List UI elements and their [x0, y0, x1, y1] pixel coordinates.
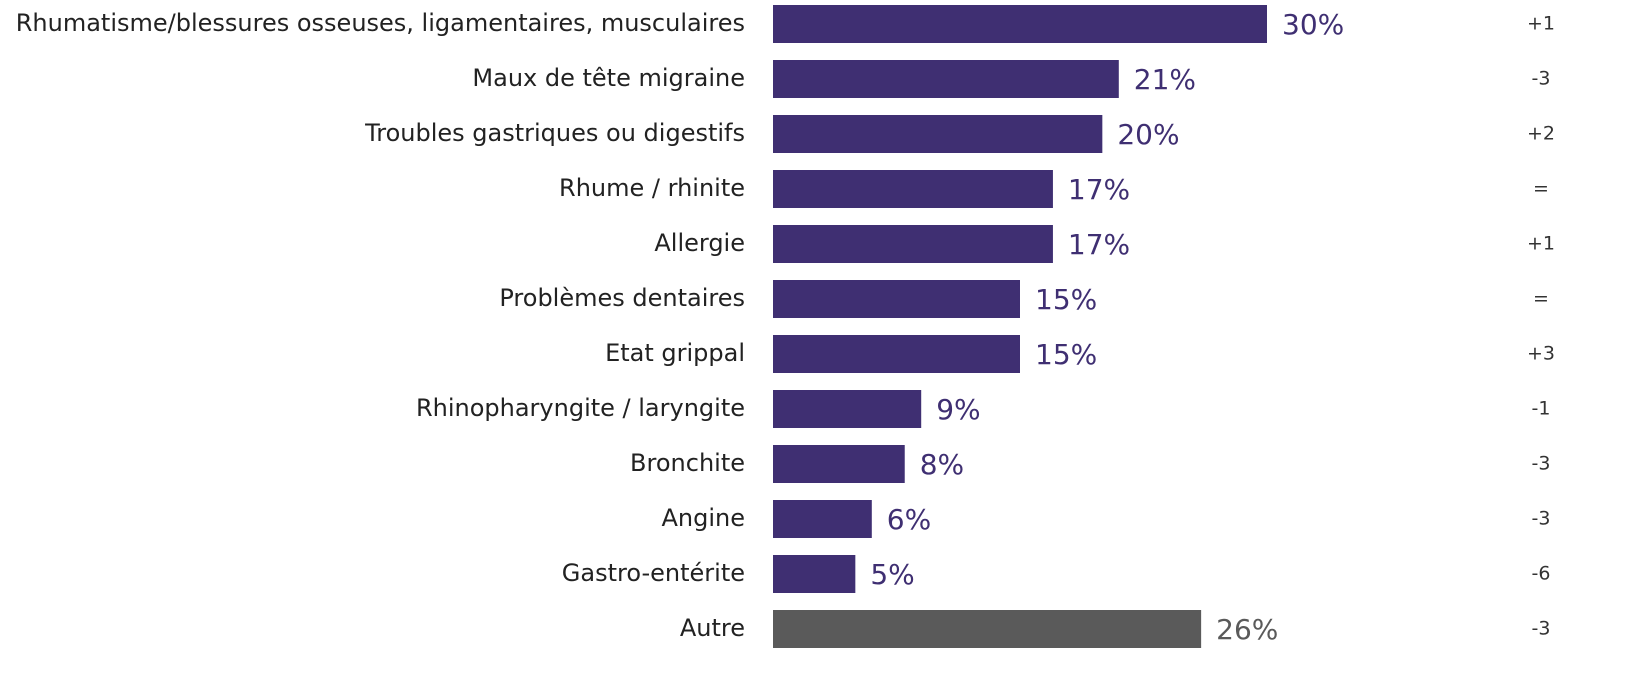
bar [773, 610, 1202, 648]
change-label: +1 [1527, 233, 1555, 255]
category-label: Problèmes dentaires [499, 284, 745, 312]
bar [773, 390, 922, 428]
bar [773, 335, 1020, 373]
category-label: Allergie [654, 229, 745, 257]
bar [773, 5, 1267, 43]
value-label: 21% [1134, 63, 1196, 96]
category-label: Angine [661, 504, 745, 532]
category-label: Maux de tête migraine [472, 64, 745, 92]
value-label: 5% [870, 558, 914, 591]
category-label: Gastro-entérite [562, 559, 745, 587]
value-label: 17% [1068, 228, 1130, 261]
value-label: 20% [1117, 118, 1179, 151]
change-label: +1 [1527, 13, 1555, 35]
value-label: 26% [1216, 613, 1278, 646]
change-label: -1 [1532, 398, 1551, 420]
change-label: +2 [1527, 123, 1555, 145]
value-label: 30% [1282, 8, 1344, 41]
change-label: +3 [1527, 343, 1555, 365]
change-label: = [1533, 178, 1549, 200]
change-label: -3 [1532, 618, 1551, 640]
bar [773, 280, 1020, 318]
change-label: = [1533, 288, 1549, 310]
category-label: Rhinopharyngite / laryngite [416, 394, 745, 422]
category-label: Rhumatisme/blessures osseuses, ligamenta… [16, 9, 745, 37]
value-label: 9% [936, 393, 980, 426]
value-label: 17% [1068, 173, 1130, 206]
value-label: 8% [920, 448, 964, 481]
category-label: Bronchite [630, 449, 745, 477]
bar [773, 555, 856, 593]
category-label: Rhume / rhinite [559, 174, 745, 202]
category-label: Etat grippal [605, 339, 745, 367]
bar [773, 500, 872, 538]
bar [773, 445, 905, 483]
change-label: -6 [1532, 563, 1551, 585]
change-label: -3 [1532, 68, 1551, 90]
bar [773, 60, 1119, 98]
category-label: Autre [680, 614, 745, 642]
bar [773, 170, 1053, 208]
change-label: -3 [1532, 508, 1551, 530]
change-label: -3 [1532, 453, 1551, 475]
value-label: 15% [1035, 283, 1097, 316]
value-label: 15% [1035, 338, 1097, 371]
bar [773, 115, 1103, 153]
category-label: Troubles gastriques ou digestifs [364, 119, 745, 147]
value-label: 6% [887, 503, 931, 536]
bar [773, 225, 1053, 263]
